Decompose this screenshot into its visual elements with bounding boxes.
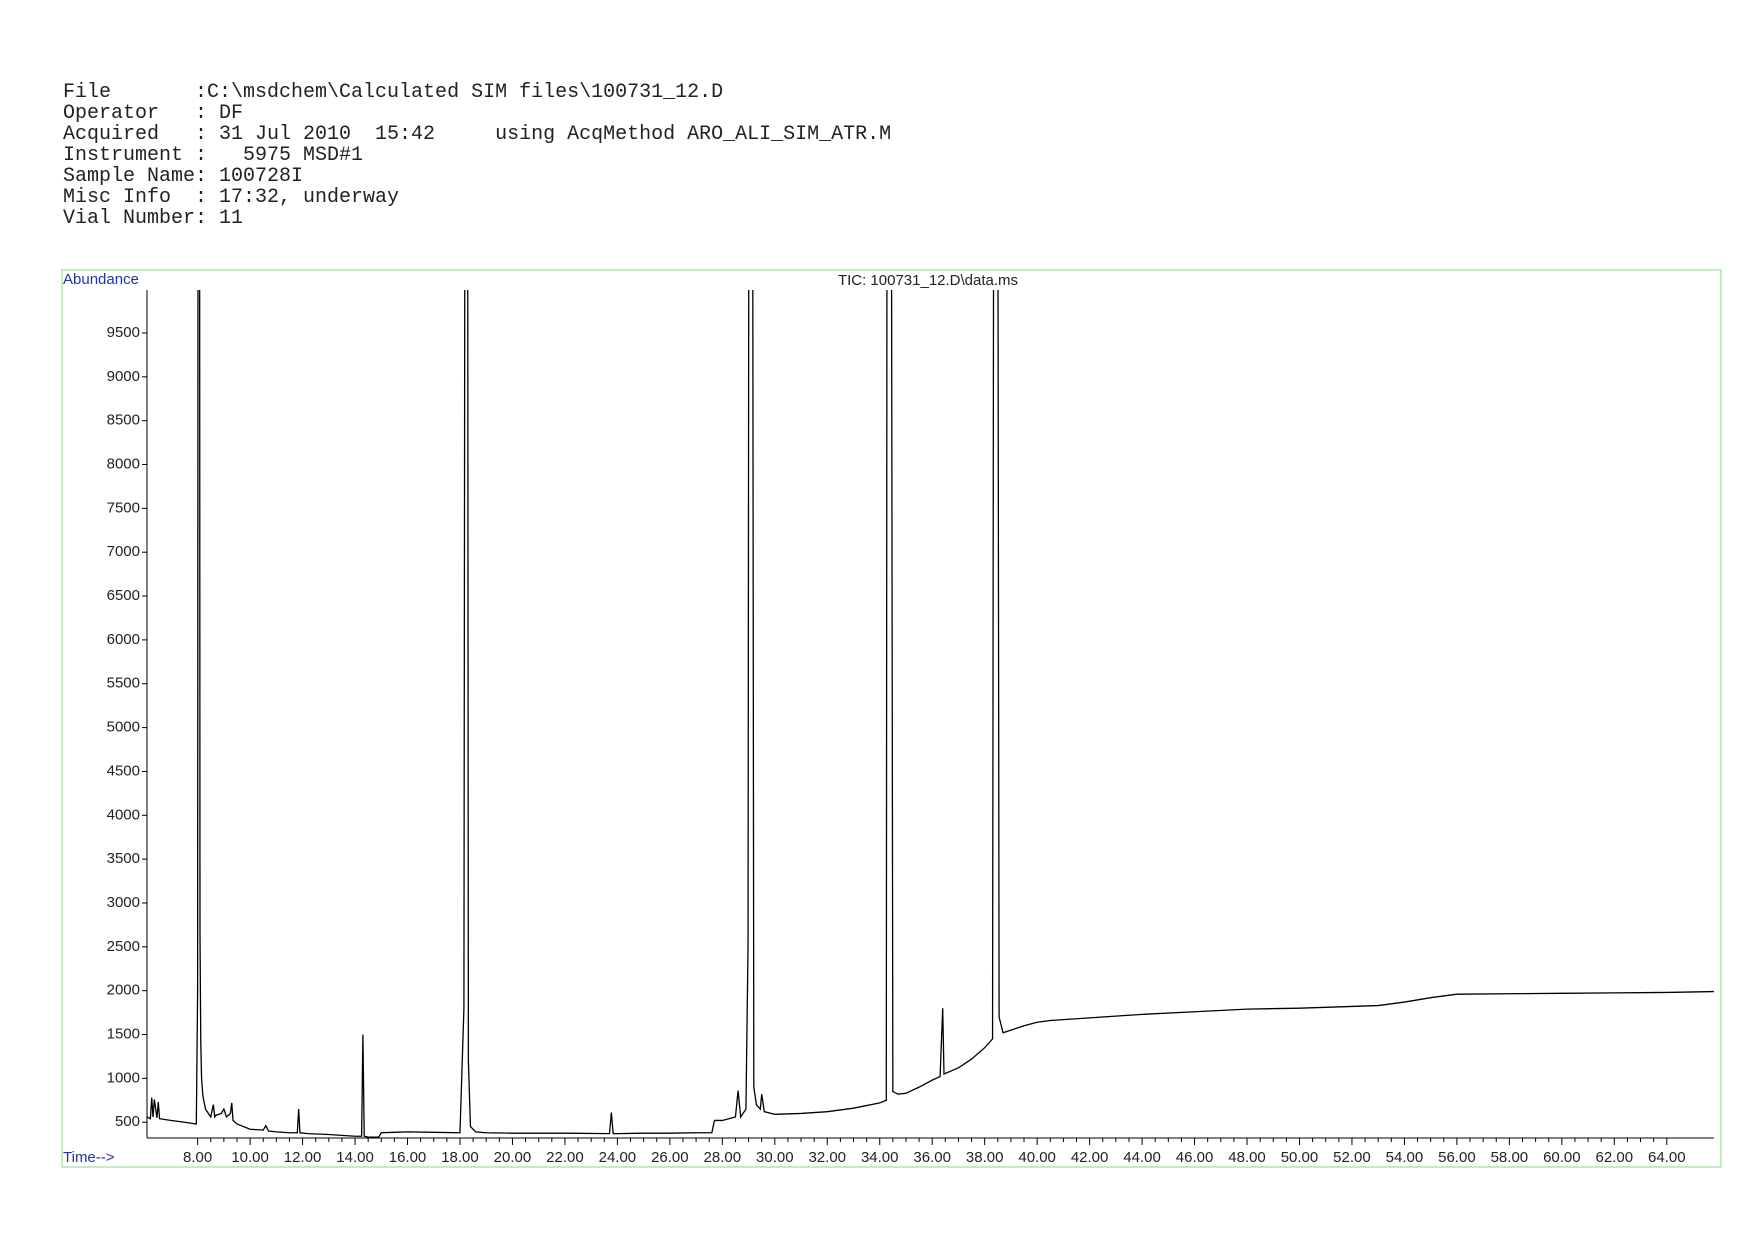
chromatogram-line (147, 290, 1714, 1138)
x-tick-label: 50.00 (1281, 1149, 1319, 1166)
y-tick-label: 5000 (107, 719, 140, 736)
file-header: File :C:\msdchem\Calculated SIM files\10… (63, 82, 891, 229)
y-tick-label: 7000 (107, 543, 140, 560)
header-line: Sample Name: 100728I (63, 165, 304, 188)
y-tick-label: 8000 (107, 455, 140, 472)
header-line: File :C:\msdchem\Calculated SIM files\10… (63, 81, 724, 104)
x-tick-label: 22.00 (546, 1149, 584, 1166)
x-axis-label: Time--> (63, 1149, 115, 1166)
header-line: Vial Number: 11 (63, 207, 244, 230)
y-tick-label: 3500 (107, 850, 140, 867)
x-tick-label: 32.00 (808, 1149, 846, 1166)
x-tick-label: 10.00 (231, 1149, 269, 1166)
x-tick-label: 20.00 (494, 1149, 532, 1166)
y-tick-label: 3000 (107, 894, 140, 911)
x-tick-label: 38.00 (966, 1149, 1004, 1166)
y-tick-label: 500 (115, 1113, 140, 1130)
header-line: Operator : DF (63, 102, 244, 125)
x-tick-label: 56.00 (1438, 1149, 1476, 1166)
y-tick-label: 1500 (107, 1025, 140, 1042)
x-tick-label: 28.00 (704, 1149, 742, 1166)
x-tick-label: 30.00 (756, 1149, 794, 1166)
y-tick-label: 2500 (107, 938, 140, 955)
x-tick-label: 18.00 (441, 1149, 479, 1166)
y-axis-label: Abundance (63, 271, 139, 288)
x-tick-label: 46.00 (1176, 1149, 1214, 1166)
y-tick-label: 6500 (107, 587, 140, 604)
x-tick-label: 52.00 (1333, 1149, 1371, 1166)
header-line: Acquired : 31 Jul 2010 15:42 using AcqMe… (63, 123, 892, 146)
x-tick-label: 12.00 (284, 1149, 322, 1166)
x-tick-label: 24.00 (599, 1149, 637, 1166)
x-tick-label: 44.00 (1123, 1149, 1161, 1166)
y-tick-label: 5500 (107, 675, 140, 692)
chart-title: TIC: 100731_12.D\data.ms (838, 272, 1018, 289)
x-tick-label: 42.00 (1071, 1149, 1109, 1166)
x-tick-label: 48.00 (1228, 1149, 1266, 1166)
x-tick-label: 60.00 (1543, 1149, 1581, 1166)
y-tick-label: 8500 (107, 412, 140, 429)
x-tick-label: 14.00 (336, 1149, 374, 1166)
x-tick-label: 34.00 (861, 1149, 899, 1166)
y-tick-label: 4500 (107, 762, 140, 779)
y-tick-label: 2000 (107, 982, 140, 999)
y-tick-label: 4000 (107, 806, 140, 823)
x-tick-label: 40.00 (1018, 1149, 1056, 1166)
y-tick-label: 7500 (107, 499, 140, 516)
x-tick-label: 26.00 (651, 1149, 689, 1166)
y-tick-label: 9500 (107, 324, 140, 341)
y-tick-label: 1000 (107, 1069, 140, 1086)
x-tick-label: 16.00 (389, 1149, 427, 1166)
header-line: Instrument : 5975 MSD#1 (63, 144, 364, 167)
header-line: Misc Info : 17:32, underway (63, 186, 400, 209)
y-tick-label: 6000 (107, 631, 140, 648)
x-tick-label: 58.00 (1491, 1149, 1529, 1166)
x-tick-label: 54.00 (1386, 1149, 1424, 1166)
y-tick-label: 9000 (107, 368, 140, 385)
x-tick-label: 62.00 (1596, 1149, 1634, 1166)
x-tick-label: 8.00 (183, 1149, 212, 1166)
x-tick-label: 64.00 (1648, 1149, 1686, 1166)
x-tick-label: 36.00 (913, 1149, 951, 1166)
plot-frame (61, 269, 1722, 1168)
